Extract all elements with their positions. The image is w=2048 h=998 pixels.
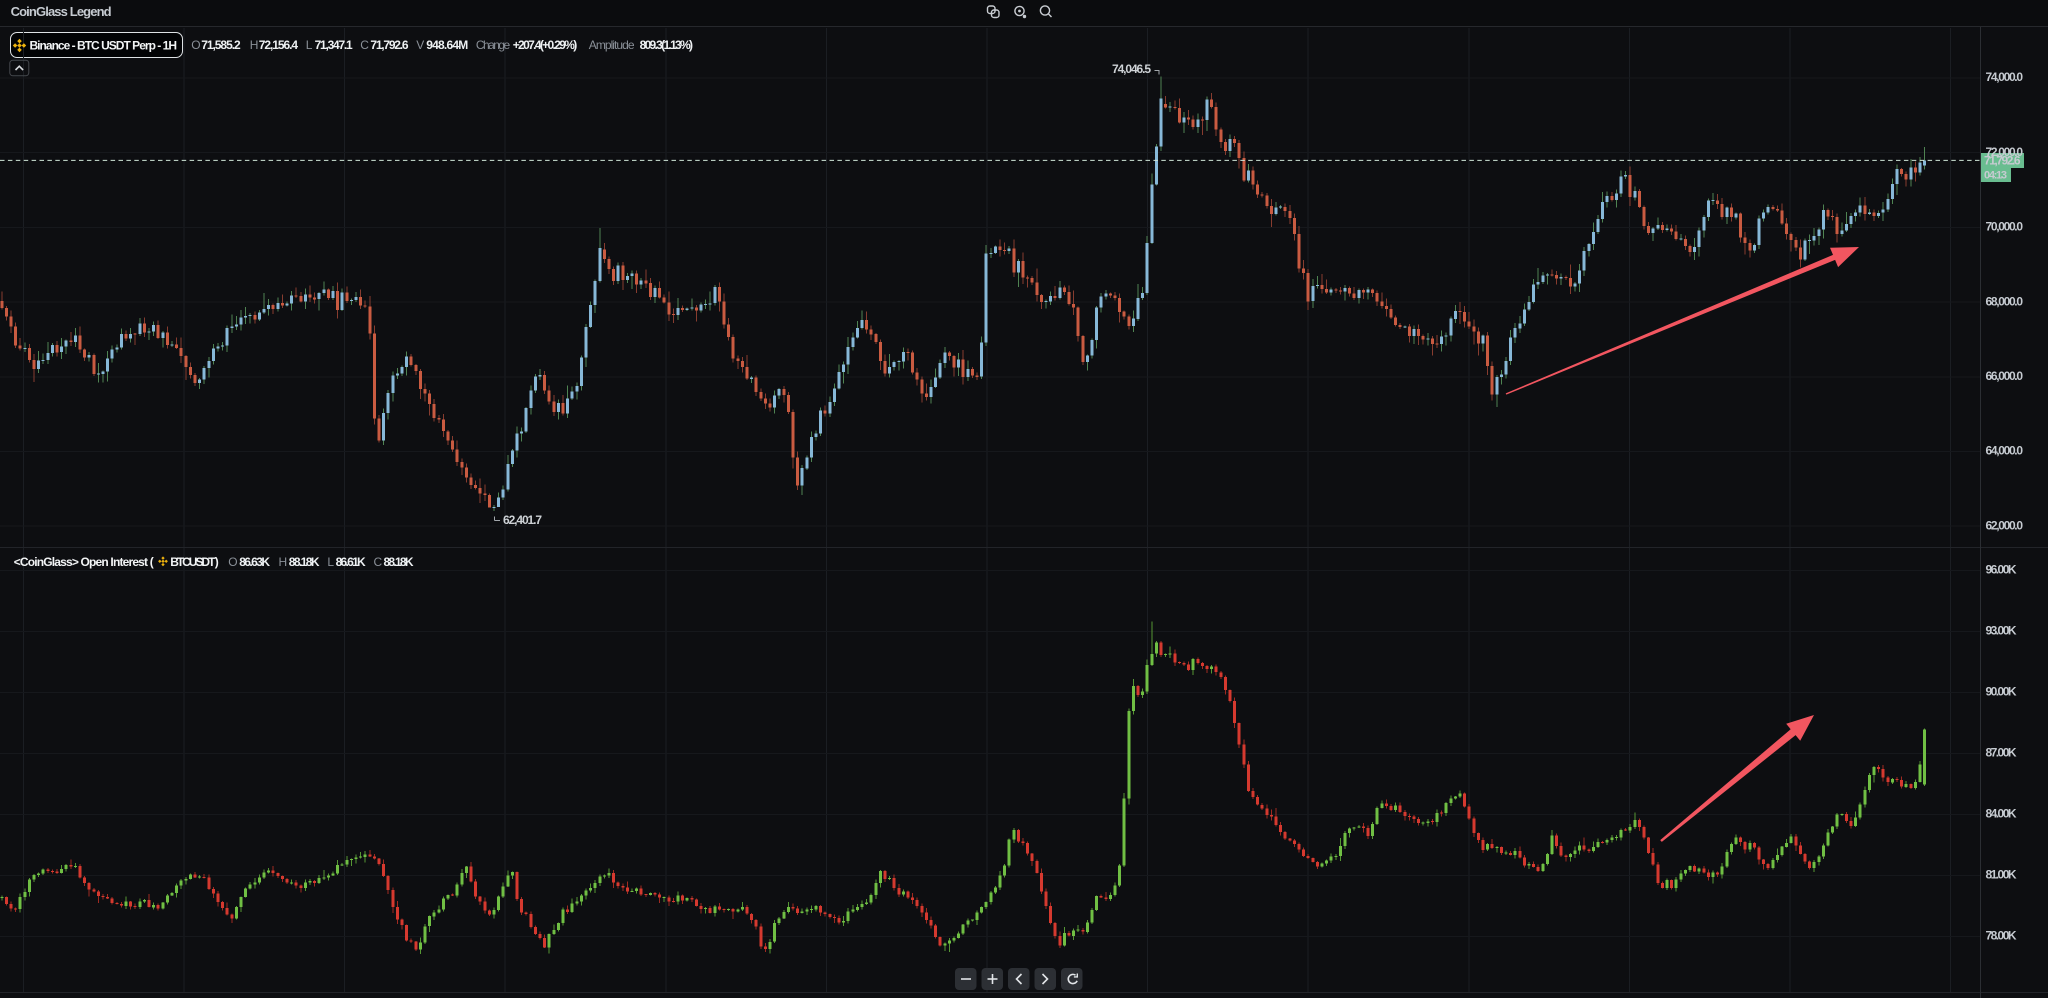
svg-text:96.00K: 96.00K [1986, 563, 2017, 577]
svg-text:93.00K: 93.00K [1986, 624, 2017, 638]
svg-text:L: L [327, 555, 334, 569]
svg-text:88.18K: 88.18K [289, 555, 320, 569]
svg-text:+207.4(+0.29%): +207.4(+0.29%) [513, 38, 578, 52]
svg-text:72,000.0: 72,000.0 [1986, 145, 2024, 159]
svg-text:H: H [250, 38, 259, 52]
svg-text:BTCUSDT ): BTCUSDT ) [170, 555, 219, 569]
svg-text:04:13: 04:13 [1984, 169, 2007, 181]
svg-text:81.00K: 81.00K [1986, 868, 2017, 882]
svg-text:74,000.0: 74,000.0 [1986, 70, 2024, 84]
svg-text:Amplitude: Amplitude [589, 38, 635, 52]
svg-text:86.63K: 86.63K [239, 555, 270, 569]
svg-text:C: C [360, 38, 369, 52]
svg-text:948.64M: 948.64M [426, 38, 468, 52]
svg-text:71,792.6: 71,792.6 [1984, 153, 2021, 167]
svg-text:62,000.0: 62,000.0 [1986, 518, 2024, 532]
svg-text:84.00K: 84.00K [1986, 807, 2017, 821]
svg-text:66,000.0: 66,000.0 [1986, 369, 2024, 383]
svg-text:78.00K: 78.00K [1986, 929, 2017, 943]
svg-text:C: C [374, 555, 383, 569]
svg-text:72,156.4: 72,156.4 [259, 38, 299, 52]
svg-text:71,585.2: 71,585.2 [201, 38, 241, 52]
svg-text:62,401.7: 62,401.7 [503, 513, 542, 527]
svg-text:O: O [191, 38, 200, 52]
svg-text:CoinGlass Legend: CoinGlass Legend [11, 4, 112, 19]
svg-text:87.00K: 87.00K [1986, 746, 2017, 760]
svg-text:Binance - BTC USDT Perp - 1H: Binance - BTC USDT Perp - 1H [30, 39, 178, 53]
svg-text:O: O [228, 555, 237, 569]
svg-text:88.18K: 88.18K [384, 555, 414, 569]
svg-text:70,000.0: 70,000.0 [1986, 220, 2024, 234]
svg-text:V: V [416, 38, 424, 52]
svg-text:71,347.1: 71,347.1 [315, 38, 353, 52]
svg-text:86.61K: 86.61K [336, 555, 366, 569]
svg-text:<CoinGlass> Open Interest (: <CoinGlass> Open Interest ( [14, 555, 154, 569]
svg-text:64,000.0: 64,000.0 [1986, 444, 2024, 458]
svg-text:H: H [279, 555, 288, 569]
svg-text:809.3(1.13%): 809.3(1.13%) [640, 38, 693, 52]
svg-text:90.00K: 90.00K [1986, 685, 2017, 699]
svg-text:68,000.0: 68,000.0 [1986, 294, 2024, 308]
svg-text:74,046.5: 74,046.5 [1112, 62, 1151, 76]
svg-text:L: L [306, 38, 313, 52]
svg-text:71,792.6: 71,792.6 [370, 38, 408, 52]
svg-text:Change: Change [476, 38, 511, 52]
